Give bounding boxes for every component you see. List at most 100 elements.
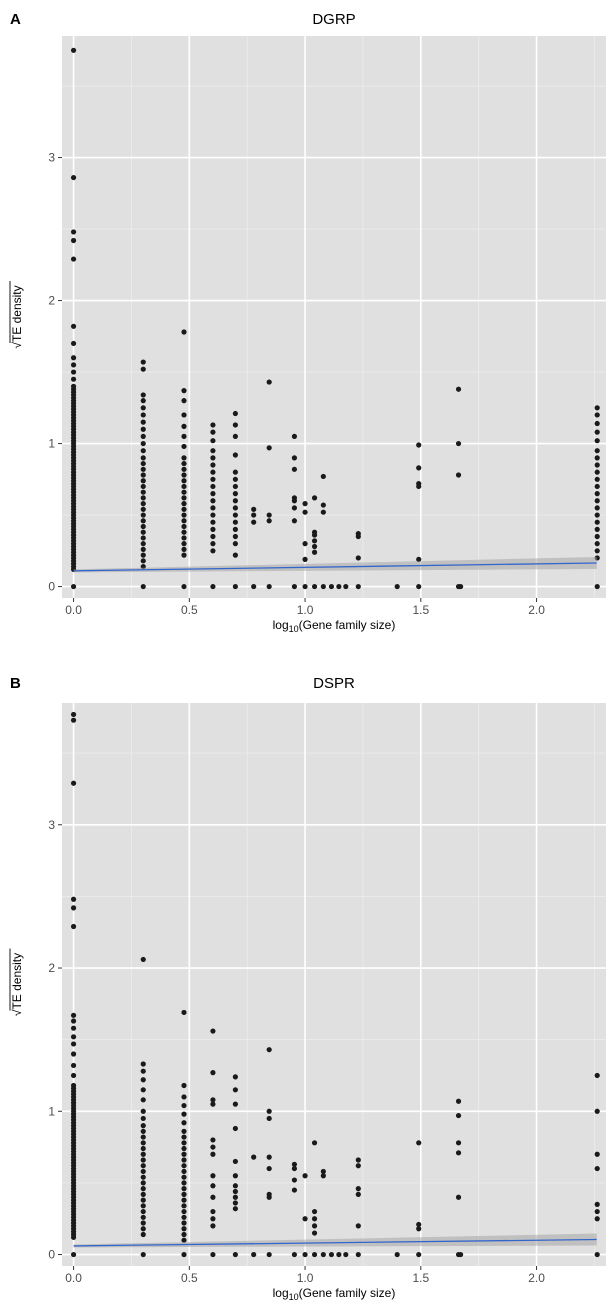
data-point (70, 1051, 77, 1057)
x-tick-label: 1.5 (412, 1271, 429, 1285)
data-point (594, 1216, 600, 1222)
data-point (181, 512, 187, 518)
data-point (302, 1216, 308, 1222)
chart-title: DGRP (312, 11, 355, 28)
data-point (210, 1144, 216, 1150)
data-point (266, 445, 272, 451)
data-point (594, 1165, 600, 1172)
x-axis-label: log10(Gene family size) (273, 618, 396, 634)
data-point (594, 498, 600, 504)
data-point (181, 1251, 187, 1258)
x-tick-label: 1.5 (412, 603, 429, 617)
x-axis-label-tail: (Gene family size) (299, 618, 396, 632)
x-axis-label: log10(Gene family size) (273, 1286, 396, 1302)
data-point (232, 1158, 238, 1165)
x-tick-label: 0.5 (181, 603, 198, 617)
data-point (140, 392, 146, 398)
data-point (181, 1174, 187, 1180)
data-point (210, 448, 216, 454)
data-point (594, 512, 600, 518)
data-point (594, 583, 600, 590)
data-point (416, 480, 422, 487)
data-point (210, 483, 216, 490)
data-point (70, 780, 77, 786)
data-point (181, 466, 187, 472)
data-point (355, 1223, 361, 1229)
data-point (302, 556, 308, 562)
data-point (416, 1226, 422, 1232)
data-point (70, 369, 77, 375)
data-point (140, 1168, 146, 1175)
data-point (140, 412, 146, 418)
data-point (594, 548, 600, 554)
data-point (594, 541, 600, 547)
data-point (181, 1120, 187, 1126)
data-point (140, 583, 146, 590)
data-point (181, 541, 187, 547)
data-point (210, 1173, 216, 1179)
data-point (181, 1226, 187, 1232)
data-point (140, 541, 146, 547)
data-point (291, 518, 298, 524)
data-point (291, 495, 298, 501)
data-point (210, 1216, 216, 1222)
data-point (210, 1137, 216, 1143)
data-point (232, 498, 238, 504)
data-point (291, 1177, 298, 1183)
data-point (594, 438, 600, 444)
data-point (320, 473, 326, 480)
data-point (210, 455, 216, 461)
data-point (140, 398, 146, 404)
data-point (232, 541, 238, 547)
data-point (181, 1157, 187, 1163)
data-point (355, 1251, 361, 1258)
data-point (458, 583, 464, 590)
data-point (70, 383, 77, 389)
data-point (181, 423, 187, 429)
data-point (210, 1097, 216, 1103)
data-point (232, 410, 238, 417)
y-axis-radical: √ (10, 1009, 24, 1016)
data-point (416, 442, 422, 448)
data-point (232, 469, 238, 475)
data-point (181, 460, 187, 467)
data-point (266, 1165, 272, 1172)
data-point (291, 433, 298, 440)
data-point (70, 1025, 77, 1031)
y-tick-label: 3 (48, 151, 55, 165)
data-point (181, 398, 187, 404)
data-point (302, 583, 308, 590)
data-point (210, 519, 216, 525)
x-axis-label-main: log (273, 1286, 289, 1300)
data-point (181, 1237, 187, 1243)
data-point (291, 505, 298, 511)
data-point (210, 491, 216, 497)
data-point (311, 538, 318, 544)
data-point (181, 1163, 187, 1169)
data-point (594, 469, 600, 475)
data-point (181, 455, 187, 461)
data-point (251, 1154, 257, 1160)
data-point (320, 1251, 326, 1258)
data-point (181, 1134, 187, 1140)
data-point (140, 426, 146, 432)
data-point (70, 256, 77, 262)
data-point (181, 1180, 187, 1186)
x-tick-label: 2.0 (528, 1271, 545, 1285)
data-point (455, 1194, 462, 1200)
data-point (266, 1108, 272, 1114)
data-point (181, 478, 187, 484)
data-point (210, 526, 216, 532)
data-point (291, 583, 298, 590)
data-point (181, 412, 187, 418)
x-axis-label-tail: (Gene family size) (299, 1286, 396, 1300)
data-point (210, 583, 216, 590)
data-point (232, 552, 238, 558)
data-point (210, 476, 216, 482)
data-point (210, 505, 216, 511)
data-point (394, 583, 400, 590)
data-point (70, 1034, 77, 1040)
data-point (210, 548, 216, 554)
y-axis-label-text: √TE density (10, 285, 24, 348)
data-point (594, 1151, 600, 1157)
